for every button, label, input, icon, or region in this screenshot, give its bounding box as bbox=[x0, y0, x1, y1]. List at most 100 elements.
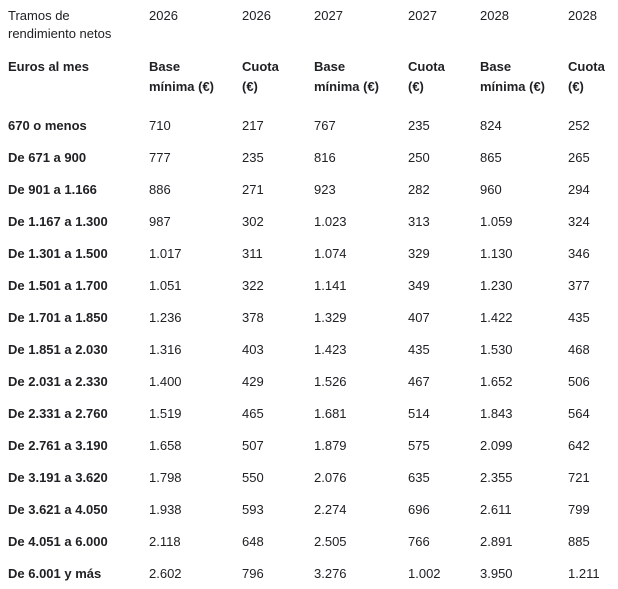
cell-value: 324 bbox=[568, 213, 590, 229]
column-header-base-minima-2026: Base mínima (€) bbox=[149, 59, 215, 94]
cell-value: 2.611 bbox=[480, 501, 512, 517]
cell-value: 2.099 bbox=[480, 437, 513, 453]
cell-value: 507 bbox=[242, 437, 264, 453]
cell-value: 250 bbox=[408, 149, 430, 165]
cell-value: 593 bbox=[242, 501, 264, 517]
cell-value: 1.141 bbox=[314, 277, 347, 293]
cell-value: 1.652 bbox=[480, 373, 513, 389]
cell-value: 514 bbox=[408, 405, 430, 421]
column-header-row: Euros al mes Base mínima (€) Cuota (€) B… bbox=[8, 51, 618, 109]
cell-value: 322 bbox=[242, 277, 264, 293]
table-row: De 4.051 a 6.000 2.118 648 2.505 766 2.891 885 bbox=[8, 525, 618, 557]
cell-value: 1.130 bbox=[480, 245, 513, 261]
cell-value: 235 bbox=[242, 149, 264, 165]
column-header-cuota-2026: Cuota (€) bbox=[242, 59, 279, 94]
row-label: De 4.051 a 6.000 bbox=[8, 533, 108, 549]
column-header-cuota-2027: Cuota (€) bbox=[408, 59, 445, 94]
cell-value: 1.938 bbox=[149, 501, 182, 517]
cell-value: 710 bbox=[149, 117, 171, 133]
cell-value: 1.530 bbox=[480, 341, 513, 357]
year-header-2027-cuota: 2027 bbox=[408, 8, 437, 23]
cell-value: 1.658 bbox=[149, 437, 182, 453]
cell-value: 302 bbox=[242, 213, 264, 229]
cell-value: 1.236 bbox=[149, 309, 182, 325]
table-row: De 671 a 900 777 235 816 250 865 265 bbox=[8, 141, 618, 173]
cell-value: 2.076 bbox=[314, 469, 347, 485]
cell-value: 1.400 bbox=[149, 373, 182, 389]
cell-value: 349 bbox=[408, 277, 430, 293]
cell-value: 1.074 bbox=[314, 245, 347, 261]
cell-value: 1.017 bbox=[149, 245, 182, 261]
table-row: De 1.701 a 1.850 1.236 378 1.329 407 1.422 435 bbox=[8, 301, 618, 333]
cell-value: 824 bbox=[480, 117, 502, 133]
row-label: De 2.331 a 2.760 bbox=[8, 405, 108, 421]
row-label: De 2.031 a 2.330 bbox=[8, 373, 108, 389]
row-label: De 1.851 a 2.030 bbox=[8, 341, 108, 357]
cell-value: 1.051 bbox=[149, 277, 182, 293]
table-row: De 2.031 a 2.330 1.400 429 1.526 467 1.652 506 bbox=[8, 365, 618, 397]
row-label: De 6.001 y más bbox=[8, 565, 102, 581]
row-label: De 1.301 a 1.500 bbox=[8, 245, 108, 261]
cell-value: 403 bbox=[242, 341, 264, 357]
year-header-row: Tramos de rendimiento netos 2026 2026 20… bbox=[8, 0, 618, 51]
row-label: 670 o menos bbox=[8, 117, 87, 133]
column-header-cuota-2028: Cuota (€) bbox=[568, 59, 605, 94]
cell-value: 465 bbox=[242, 405, 264, 421]
cell-value: 429 bbox=[242, 373, 264, 389]
cell-value: 885 bbox=[568, 533, 590, 549]
corner-label: Tramos de rendimiento netos bbox=[8, 8, 112, 41]
cell-value: 2.274 bbox=[314, 501, 347, 517]
table-header: Tramos de rendimiento netos 2026 2026 20… bbox=[8, 0, 618, 109]
cell-value: 767 bbox=[314, 117, 336, 133]
cell-value: 377 bbox=[568, 277, 590, 293]
table-body: 670 o menos 710 217 767 235 824 252 De 671 a 90… bbox=[8, 109, 618, 589]
cell-value: 2.602 bbox=[149, 565, 182, 581]
cell-value: 1.422 bbox=[480, 309, 513, 325]
cell-value: 1.519 bbox=[149, 405, 182, 421]
cell-value: 635 bbox=[408, 469, 430, 485]
cell-value: 506 bbox=[568, 373, 590, 389]
cell-value: 468 bbox=[568, 341, 590, 357]
tax-brackets-table: Tramos de rendimiento netos 2026 2026 20… bbox=[8, 0, 618, 589]
row-label: De 3.621 a 4.050 bbox=[8, 501, 108, 517]
cell-value: 217 bbox=[242, 117, 264, 133]
column-header-base-minima-2027: Base mínima (€) bbox=[314, 59, 380, 94]
table-row: De 2.331 a 2.760 1.519 465 1.681 514 1.843 564 bbox=[8, 397, 618, 429]
row-label: De 1.167 a 1.300 bbox=[8, 213, 108, 229]
year-header-2028-cuota: 2028 bbox=[568, 8, 597, 23]
cell-value: 1.681 bbox=[314, 405, 347, 421]
table-row: De 3.191 a 3.620 1.798 550 2.076 635 2.355 721 bbox=[8, 461, 618, 493]
cell-value: 550 bbox=[242, 469, 264, 485]
cell-value: 1.526 bbox=[314, 373, 347, 389]
cell-value: 2.505 bbox=[314, 533, 347, 549]
cell-value: 313 bbox=[408, 213, 430, 229]
cell-value: 252 bbox=[568, 117, 590, 133]
cell-value: 235 bbox=[408, 117, 430, 133]
cell-value: 1.316 bbox=[149, 341, 182, 357]
cell-value: 1.879 bbox=[314, 437, 347, 453]
table-row: De 901 a 1.166 886 271 923 282 960 294 bbox=[8, 173, 618, 205]
year-header-2027-base: 2027 bbox=[314, 8, 343, 23]
cell-value: 407 bbox=[408, 309, 430, 325]
row-label: De 3.191 a 3.620 bbox=[8, 469, 108, 485]
cell-value: 1.329 bbox=[314, 309, 347, 325]
cell-value: 1.798 bbox=[149, 469, 182, 485]
cell-value: 265 bbox=[568, 149, 590, 165]
cell-value: 435 bbox=[568, 309, 590, 325]
cell-value: 346 bbox=[568, 245, 590, 261]
column-header-euros-al-mes: Euros al mes bbox=[8, 59, 89, 74]
cell-value: 987 bbox=[149, 213, 171, 229]
table-row: De 1.301 a 1.500 1.017 311 1.074 329 1.130 346 bbox=[8, 237, 618, 269]
cell-value: 796 bbox=[242, 565, 264, 581]
cell-value: 3.950 bbox=[480, 565, 513, 581]
table-row: De 3.621 a 4.050 1.938 593 2.274 696 2.611 799 bbox=[8, 493, 618, 525]
cell-value: 575 bbox=[408, 437, 430, 453]
row-label: De 671 a 900 bbox=[8, 149, 87, 165]
column-header-base-minima-2028: Base mínima (€) bbox=[480, 59, 546, 94]
cell-value: 799 bbox=[568, 501, 590, 517]
cell-value: 294 bbox=[568, 181, 590, 197]
row-label: De 2.761 a 3.190 bbox=[8, 437, 108, 453]
row-label: De 1.501 a 1.700 bbox=[8, 277, 108, 293]
year-header-2028-base: 2028 bbox=[480, 8, 509, 23]
cell-value: 1.023 bbox=[314, 213, 347, 229]
